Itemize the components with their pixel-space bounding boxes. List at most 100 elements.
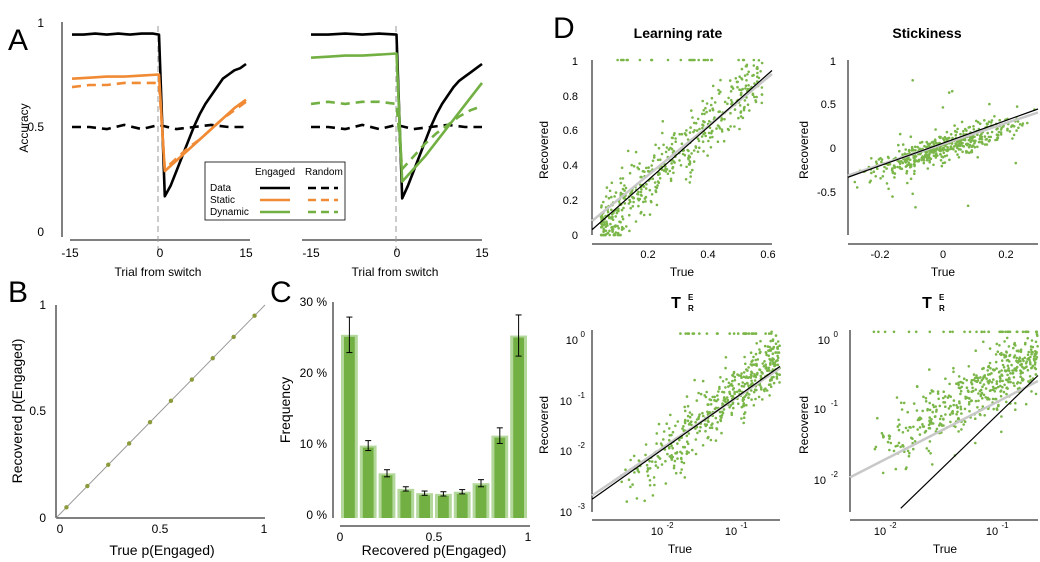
d-lr-point bbox=[760, 86, 764, 89]
d-st-point bbox=[939, 159, 943, 162]
d-t1-point bbox=[732, 406, 735, 410]
d-st-point bbox=[986, 131, 989, 135]
d-t2-point bbox=[1026, 330, 1030, 334]
d-lr-point bbox=[740, 67, 744, 71]
d-lr-point bbox=[670, 162, 673, 165]
d-lr-point bbox=[674, 140, 677, 143]
d-lr-point bbox=[733, 108, 737, 111]
d-lr-point bbox=[651, 159, 655, 163]
d-st-point bbox=[875, 167, 879, 170]
d-t1-point bbox=[713, 395, 716, 399]
d-t1-point bbox=[670, 433, 673, 437]
d-st-point bbox=[905, 172, 908, 175]
d-st-point bbox=[906, 181, 909, 185]
d-st-point bbox=[951, 136, 954, 140]
d-t1-point bbox=[745, 332, 748, 335]
d-t2-point bbox=[963, 420, 967, 424]
d-t1-point bbox=[747, 393, 751, 396]
a-right-series-data-solid bbox=[311, 32, 483, 200]
d-t1-point bbox=[683, 405, 686, 409]
d-t1-point bbox=[714, 439, 718, 442]
d-st-point bbox=[870, 157, 873, 160]
d-t2-point bbox=[994, 360, 998, 364]
d-t1-point bbox=[754, 397, 757, 401]
d-lr-point bbox=[623, 189, 626, 192]
d-t1-point bbox=[761, 398, 764, 401]
d-st-point bbox=[946, 146, 949, 149]
d-t2-point bbox=[904, 467, 908, 471]
d-t2-point bbox=[904, 426, 908, 430]
b-identity-line bbox=[55, 304, 266, 519]
d-t1-point bbox=[629, 485, 632, 489]
d-st-point bbox=[961, 150, 964, 154]
d-t2-point bbox=[949, 420, 952, 424]
d-t2-point bbox=[1001, 385, 1004, 389]
d-t1-point bbox=[707, 420, 710, 424]
d-t2-ytick-exp: -2 bbox=[831, 470, 839, 479]
d-lr-point bbox=[713, 101, 717, 104]
d-t2-point bbox=[892, 330, 896, 334]
d-lr-point bbox=[680, 132, 684, 136]
d-st-point bbox=[957, 156, 961, 159]
c-bar bbox=[344, 336, 355, 518]
d-lr-fit-line bbox=[591, 70, 773, 231]
a-right-series-dynamic-solid bbox=[310, 52, 484, 183]
d-lr-point bbox=[700, 135, 704, 138]
d-lr-point bbox=[613, 195, 616, 198]
a-right-xtick: -15 bbox=[302, 246, 320, 260]
d-st-point bbox=[912, 162, 916, 166]
d-t1-point bbox=[752, 355, 755, 359]
d-t1-point bbox=[733, 378, 737, 382]
d-t2-point bbox=[942, 424, 945, 427]
d-lr-point bbox=[608, 189, 612, 193]
d-t1-point bbox=[754, 358, 757, 362]
d-t2-point bbox=[974, 349, 977, 353]
d-lr-point bbox=[642, 213, 646, 217]
d-t2-point bbox=[918, 426, 922, 429]
d-t1-point bbox=[754, 352, 758, 356]
d-t1-point bbox=[742, 375, 746, 379]
d-t1-point bbox=[732, 332, 736, 335]
d-t1-point bbox=[768, 357, 771, 361]
d-t2-point bbox=[1007, 376, 1011, 380]
d-lr-point bbox=[760, 61, 764, 65]
d-t1-point bbox=[733, 375, 737, 379]
panel-label-d: D bbox=[553, 12, 575, 45]
d-lr-point bbox=[684, 178, 688, 181]
d-t1-point bbox=[655, 442, 658, 445]
d-t2-xtick: 10 bbox=[874, 526, 886, 538]
a-right-series-group bbox=[310, 32, 484, 200]
d-lr-point bbox=[618, 220, 621, 223]
d-t2-point bbox=[968, 409, 971, 413]
d-lr-point bbox=[688, 131, 692, 134]
d-st-point bbox=[934, 128, 937, 131]
d-t2-point bbox=[948, 330, 952, 334]
d-lr-point bbox=[739, 91, 743, 95]
d-t2-point bbox=[974, 417, 977, 421]
d-lr-point bbox=[632, 196, 635, 200]
d-t2-point bbox=[1001, 379, 1004, 383]
d-t1-point bbox=[683, 476, 687, 479]
d-t1-point bbox=[672, 466, 676, 470]
d-t1-point bbox=[771, 352, 775, 356]
d-t1-point bbox=[743, 355, 746, 359]
a-left-xtick: -15 bbox=[61, 246, 79, 260]
d-t1-point bbox=[670, 458, 674, 461]
d-t1-xlabel: True bbox=[668, 542, 693, 556]
d-t1-point bbox=[702, 414, 705, 418]
d-t2-point bbox=[999, 394, 1003, 398]
d-t1-point bbox=[764, 367, 768, 370]
d-t1-point bbox=[766, 369, 769, 373]
d-t2-point bbox=[922, 395, 925, 399]
d-t1-ticks-group: 10 0 10 -1 10 -2 10 -3 10 -2 10 -1 bbox=[560, 330, 748, 538]
d-st-point bbox=[954, 142, 957, 145]
d-t1-point bbox=[676, 442, 679, 445]
d-t1-point bbox=[682, 445, 685, 449]
d-t2-point bbox=[959, 380, 962, 384]
d-t2-point bbox=[979, 376, 982, 379]
d-t1-point bbox=[667, 446, 671, 449]
d-lr-point bbox=[719, 78, 722, 82]
d-t2-point bbox=[1000, 369, 1003, 372]
d-t2-point bbox=[928, 368, 931, 371]
d-t2-point bbox=[1015, 356, 1018, 360]
